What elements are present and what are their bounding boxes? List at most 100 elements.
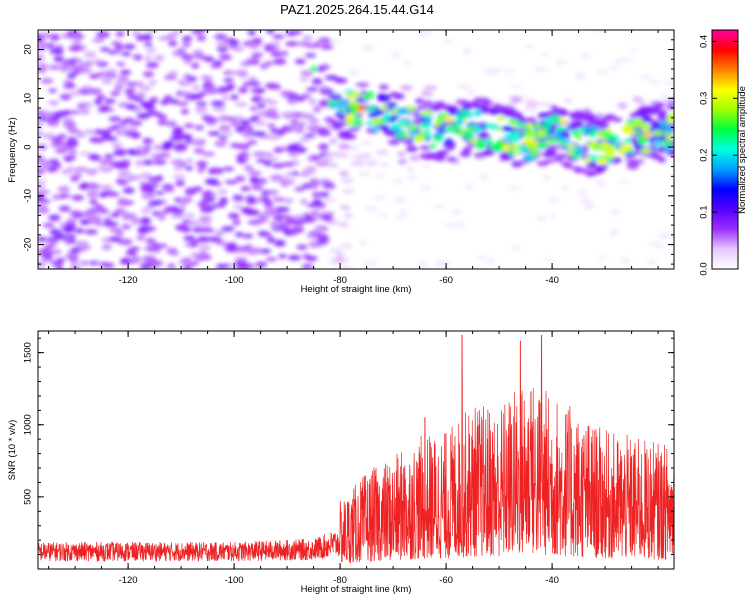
heatmap-cell <box>70 110 81 115</box>
heatmap-cell <box>284 172 295 177</box>
heatmap-cell <box>232 219 241 226</box>
heatmap-cell <box>511 96 523 103</box>
heatmap-cell <box>140 186 150 193</box>
heatmap-cell <box>53 49 65 55</box>
heatmap-cell <box>396 133 408 138</box>
heatmap-cell <box>445 127 455 132</box>
heatmap-cell <box>187 76 198 82</box>
heatmap-cell <box>555 153 566 159</box>
heatmap-cell <box>79 219 90 225</box>
heatmap-cell <box>134 91 147 98</box>
heatmap-cell <box>89 198 98 205</box>
heatmap-cell <box>92 59 103 64</box>
x-tick-label: -100 <box>225 575 244 586</box>
heatmap-cell <box>68 149 77 155</box>
heatmap-cell <box>272 34 285 39</box>
heatmap-cell <box>153 144 163 151</box>
heatmap-cell <box>410 125 419 131</box>
heatmap-cell <box>215 240 227 246</box>
heatmap-cell <box>574 71 585 79</box>
heatmap-cell <box>248 43 260 50</box>
heatmap-cell <box>537 112 551 119</box>
heatmap-cell <box>666 103 674 110</box>
heatmap-cell <box>308 182 320 189</box>
heatmap-cell <box>287 144 298 149</box>
heatmap-cell <box>373 195 386 201</box>
heatmap-cell <box>221 226 235 232</box>
heatmap-cell <box>163 95 173 101</box>
heatmap-cell <box>114 44 124 51</box>
heatmap-cell <box>608 66 619 71</box>
heatmap-cell <box>138 225 152 231</box>
heatmap-cell <box>358 171 371 178</box>
heatmap-cell <box>404 140 415 145</box>
heatmap-cell <box>305 255 318 262</box>
heatmap-cell <box>54 264 64 269</box>
heatmap-cell <box>100 129 112 136</box>
heatmap-cell <box>549 105 558 110</box>
heatmap-cell <box>38 145 48 151</box>
heatmap-cell <box>43 111 54 119</box>
heatmap-cell <box>159 243 168 248</box>
heatmap-cell <box>136 112 150 120</box>
heatmap-cell <box>181 54 194 60</box>
heatmap-cell <box>249 106 258 111</box>
heatmap-cell <box>119 124 129 131</box>
heatmap-cell <box>199 90 209 96</box>
heatmap-cell <box>270 51 283 57</box>
heatmap-cell <box>189 261 199 266</box>
heatmap-cell <box>38 109 47 115</box>
heatmap-cell <box>389 92 400 97</box>
heatmap-cell <box>182 264 193 269</box>
heatmap-cell <box>479 173 489 181</box>
heatmap-cell <box>358 239 368 246</box>
heatmap-cell <box>233 204 242 209</box>
heatmap-cell <box>607 145 616 153</box>
heatmap-cell <box>273 58 287 65</box>
heatmap-cell <box>101 243 112 251</box>
heatmap-cell <box>103 217 112 222</box>
heatmap-cell <box>200 203 211 210</box>
heatmap-cell <box>206 88 218 95</box>
heatmap-cell <box>536 214 547 222</box>
heatmap-cell <box>594 179 605 185</box>
heatmap-cell <box>87 154 101 160</box>
heatmap-cell <box>571 130 580 136</box>
heatmap-cell <box>648 80 660 85</box>
heatmap-cell <box>269 114 281 119</box>
spectrogram-heatmap <box>38 30 674 269</box>
heatmap-cell <box>311 78 323 85</box>
heatmap-cell <box>213 203 226 208</box>
heatmap-cell <box>195 101 208 107</box>
heatmap-cell <box>610 156 622 164</box>
heatmap-cell <box>420 90 430 97</box>
heatmap-cell <box>135 145 145 152</box>
heatmap-cell <box>181 35 193 42</box>
heatmap-cell <box>507 119 519 124</box>
heatmap-cell <box>151 211 160 216</box>
heatmap-cell <box>73 166 88 173</box>
heatmap-cell <box>597 256 607 261</box>
heatmap-cell <box>196 168 206 174</box>
heatmap-cell <box>647 259 658 265</box>
heatmap-cell <box>218 115 229 122</box>
heatmap-cell <box>188 242 198 248</box>
heatmap-cell <box>580 52 592 59</box>
heatmap-cell <box>542 174 551 181</box>
heatmap-cell <box>397 120 409 125</box>
heatmap-cell <box>331 122 344 129</box>
heatmap-cell <box>400 85 413 91</box>
heatmap-cell <box>256 158 268 163</box>
heatmap-cell <box>543 149 557 157</box>
heatmap-cell <box>199 220 212 227</box>
heatmap-cell <box>116 61 126 67</box>
heatmap-cell <box>437 154 446 162</box>
heatmap-cell <box>106 68 117 74</box>
heatmap-cell <box>38 41 48 49</box>
heatmap-cell <box>560 140 567 145</box>
heatmap-cell <box>473 152 486 158</box>
heatmap-cell <box>76 132 86 138</box>
heatmap-cell <box>68 129 82 134</box>
heatmap-cell <box>466 134 474 141</box>
heatmap-cell <box>662 140 672 146</box>
